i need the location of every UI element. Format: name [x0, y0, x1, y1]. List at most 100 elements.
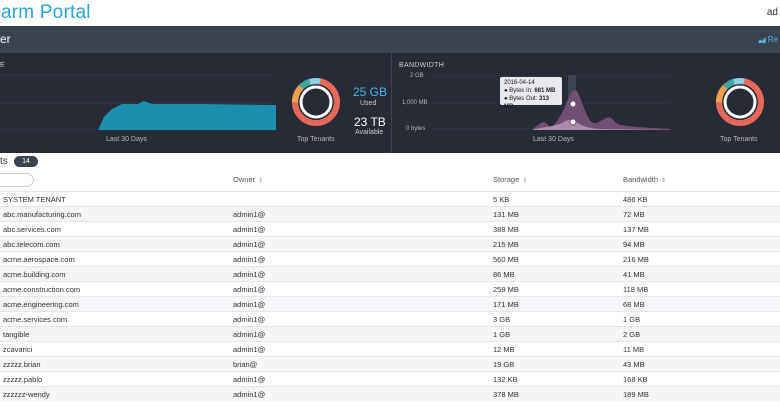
tooltip-bytes-in-value: 681 MB [534, 88, 556, 94]
storage-cell: 388 MB [493, 225, 519, 234]
table-row[interactable]: acme.engineering.com admin1@ 171 MB 68 MB [0, 296, 780, 311]
table-row[interactable]: zzzzz.pablo admin1@ 132 KB 168 KB [0, 371, 780, 386]
storage-cell: 1 GB [493, 330, 511, 339]
tenant-count-badge: 14 [14, 156, 38, 167]
tenant-name-cell: abc.telecom.com [3, 240, 60, 249]
bandwidth-tooltip: 2016-04-14 ● Bytes In: 681 MB ● Bytes Ou… [500, 77, 562, 110]
tenant-name-cell: zcavarici [3, 345, 33, 354]
bandwidth-days-caption: Last 30 Days [533, 136, 574, 143]
storage-donut[interactable] [292, 78, 340, 126]
storage-cell: 86 MB [493, 270, 515, 279]
column-header-owner-label: Owner [233, 175, 256, 184]
bandwidth-cell: 118 MB [623, 285, 649, 294]
donut-segment-lightblue [309, 78, 321, 85]
column-header-owner[interactable]: Owner ⇕ [233, 175, 263, 184]
storage-cell: 132 KB [493, 375, 518, 384]
storage-cell: 259 MB [493, 285, 519, 294]
storage-chart [0, 74, 340, 131]
tenant-name-cell: tangible [3, 330, 30, 339]
bandwidth-panel: BANDWIDTH 2 GB 1,000 MB 0 bytes 2016-04-… [392, 53, 780, 153]
tooltip-date: 2016-04-14 [504, 80, 535, 86]
owner-cell: admin1@ [233, 345, 266, 354]
tooltip-bytes-out: ● Bytes Out: 313 MB [504, 95, 558, 111]
column-header-storage[interactable]: Storage ⇕ [493, 175, 527, 184]
donut-inner-ring [299, 85, 333, 119]
owner-cell: admin1@ [233, 225, 266, 234]
bandwidth-out-area [532, 120, 670, 130]
reports-link[interactable]: Re [757, 35, 778, 44]
donut-segment-orange [716, 85, 728, 103]
owner-cell: admin1@ [233, 210, 266, 219]
table-row[interactable]: abc.services.com admin1@ 388 MB 137 MB [0, 221, 780, 236]
tooltip-bytes-in-label: ● Bytes In: [504, 88, 533, 94]
tenant-name-cell: SYSTEM TENANT [3, 195, 66, 204]
storage-cell: 12 MB [493, 345, 515, 354]
bandwidth-axis-tick: 0 bytes [406, 126, 426, 132]
bandwidth-donut[interactable] [716, 78, 764, 126]
table-row[interactable]: acme.construction.com admin1@ 259 MB 118 MB [0, 281, 780, 296]
donut-inner-ring [723, 85, 757, 119]
bandwidth-panel-label: BANDWIDTH [399, 62, 445, 69]
bandwidth-cell: 94 MB [623, 240, 645, 249]
tenants-table-body: SYSTEM TENANT 5 KB 486 KB abc.manufacturing… [0, 191, 780, 401]
owner-cell: admin1@ [233, 375, 266, 384]
sort-icon: ⇕ [258, 178, 264, 184]
storage-cell: 131 MB [493, 210, 519, 219]
chart-icon [757, 36, 766, 43]
bandwidth-cell: 189 MB [623, 390, 649, 399]
panel-divider [391, 53, 392, 153]
bandwidth-axis-tick: 2 GB [410, 73, 424, 79]
table-row[interactable]: acme.building.com admin1@ 86 MB 41 MB [0, 266, 780, 281]
bandwidth-cell: 43 MB [623, 360, 645, 369]
brand-logo-text[interactable]: arm Portal [1, 2, 91, 23]
bandwidth-axis-tick: 1,000 MB [402, 100, 428, 106]
table-row[interactable]: tangible admin1@ 1 GB 2 GB [0, 326, 780, 341]
bandwidth-cell: 2 GB [623, 330, 641, 339]
tenant-name-cell: abc.manufacturing.com [3, 210, 81, 219]
table-row[interactable]: zzzzzz-wendy admin1@ 378 MB 189 MB [0, 386, 780, 401]
top-bar: arm Portal ad [0, 0, 780, 26]
sort-icon: ⇕ [661, 178, 667, 184]
storage-used-value: 25 GB [353, 85, 388, 99]
owner-cell: admin1@ [233, 255, 266, 264]
donut-segment-orange [292, 85, 304, 103]
tenants-title: ts [0, 156, 8, 167]
bandwidth-cell: 137 MB [623, 225, 649, 234]
search-input[interactable] [0, 173, 34, 187]
table-row[interactable]: zcavarici admin1@ 12 MB 11 MB [0, 341, 780, 356]
bandwidth-cell: 72 MB [623, 210, 645, 219]
storage-cell: 215 MB [493, 240, 519, 249]
bandwidth-cell: 216 MB [623, 255, 649, 264]
owner-cell: admin1@ [233, 390, 266, 399]
table-row[interactable]: acme.services.com admin1@ 3 GB 1 GB [0, 311, 780, 326]
storage-available-value: 23 TB [354, 115, 386, 129]
table-row[interactable]: abc.manufacturing.com admin1@ 131 MB 72 MB [0, 206, 780, 221]
storage-days-caption: Last 30 Days [106, 136, 147, 143]
table-row[interactable]: abc.telecom.com admin1@ 215 MB 94 MB [0, 236, 780, 251]
bandwidth-cell: 168 KB [623, 375, 648, 384]
owner-cell: admin1@ [233, 270, 266, 279]
reports-link-label: Re [767, 35, 778, 44]
owner-cell: admin1@ [233, 315, 266, 324]
column-header-bandwidth-label: Bandwidth [623, 175, 659, 184]
table-row[interactable]: zzzzz.brian brian@ 19 GB 43 MB [0, 356, 780, 371]
user-menu[interactable]: ad [766, 7, 778, 18]
column-header-bandwidth[interactable]: Bandwidth ⇕ [623, 175, 666, 184]
tenant-name-cell: zzzzz.brian [3, 360, 41, 369]
dashboard-panels: E Last 30 Days Top Tenants 25 GB Used 23… [0, 53, 780, 153]
storage-panel: E Last 30 Days Top Tenants 25 GB Used 23… [0, 53, 391, 153]
bandwidth-in-point[interactable] [569, 100, 577, 108]
bandwidth-out-point[interactable] [569, 118, 577, 126]
storage-cell: 5 KB [493, 195, 510, 204]
tenants-table-header: ts 14 Owner ⇕ Storage ⇕ Bandwidth ⇕ [0, 153, 780, 191]
sort-icon: ⇕ [522, 178, 528, 184]
storage-area [98, 101, 276, 130]
table-row[interactable]: acme.aerospace.com admin1@ 560 MB 216 MB [0, 251, 780, 266]
storage-used-label: Used [360, 100, 377, 107]
owner-cell: admin1@ [233, 330, 266, 339]
storage-cell: 560 MB [493, 255, 519, 264]
tenant-name-cell: acme.aerospace.com [3, 255, 75, 264]
table-row[interactable]: SYSTEM TENANT 5 KB 486 KB [0, 191, 780, 206]
tooltip-bytes-in: ● Bytes In: 681 MB [504, 87, 558, 95]
bandwidth-cell: 486 KB [623, 195, 648, 204]
